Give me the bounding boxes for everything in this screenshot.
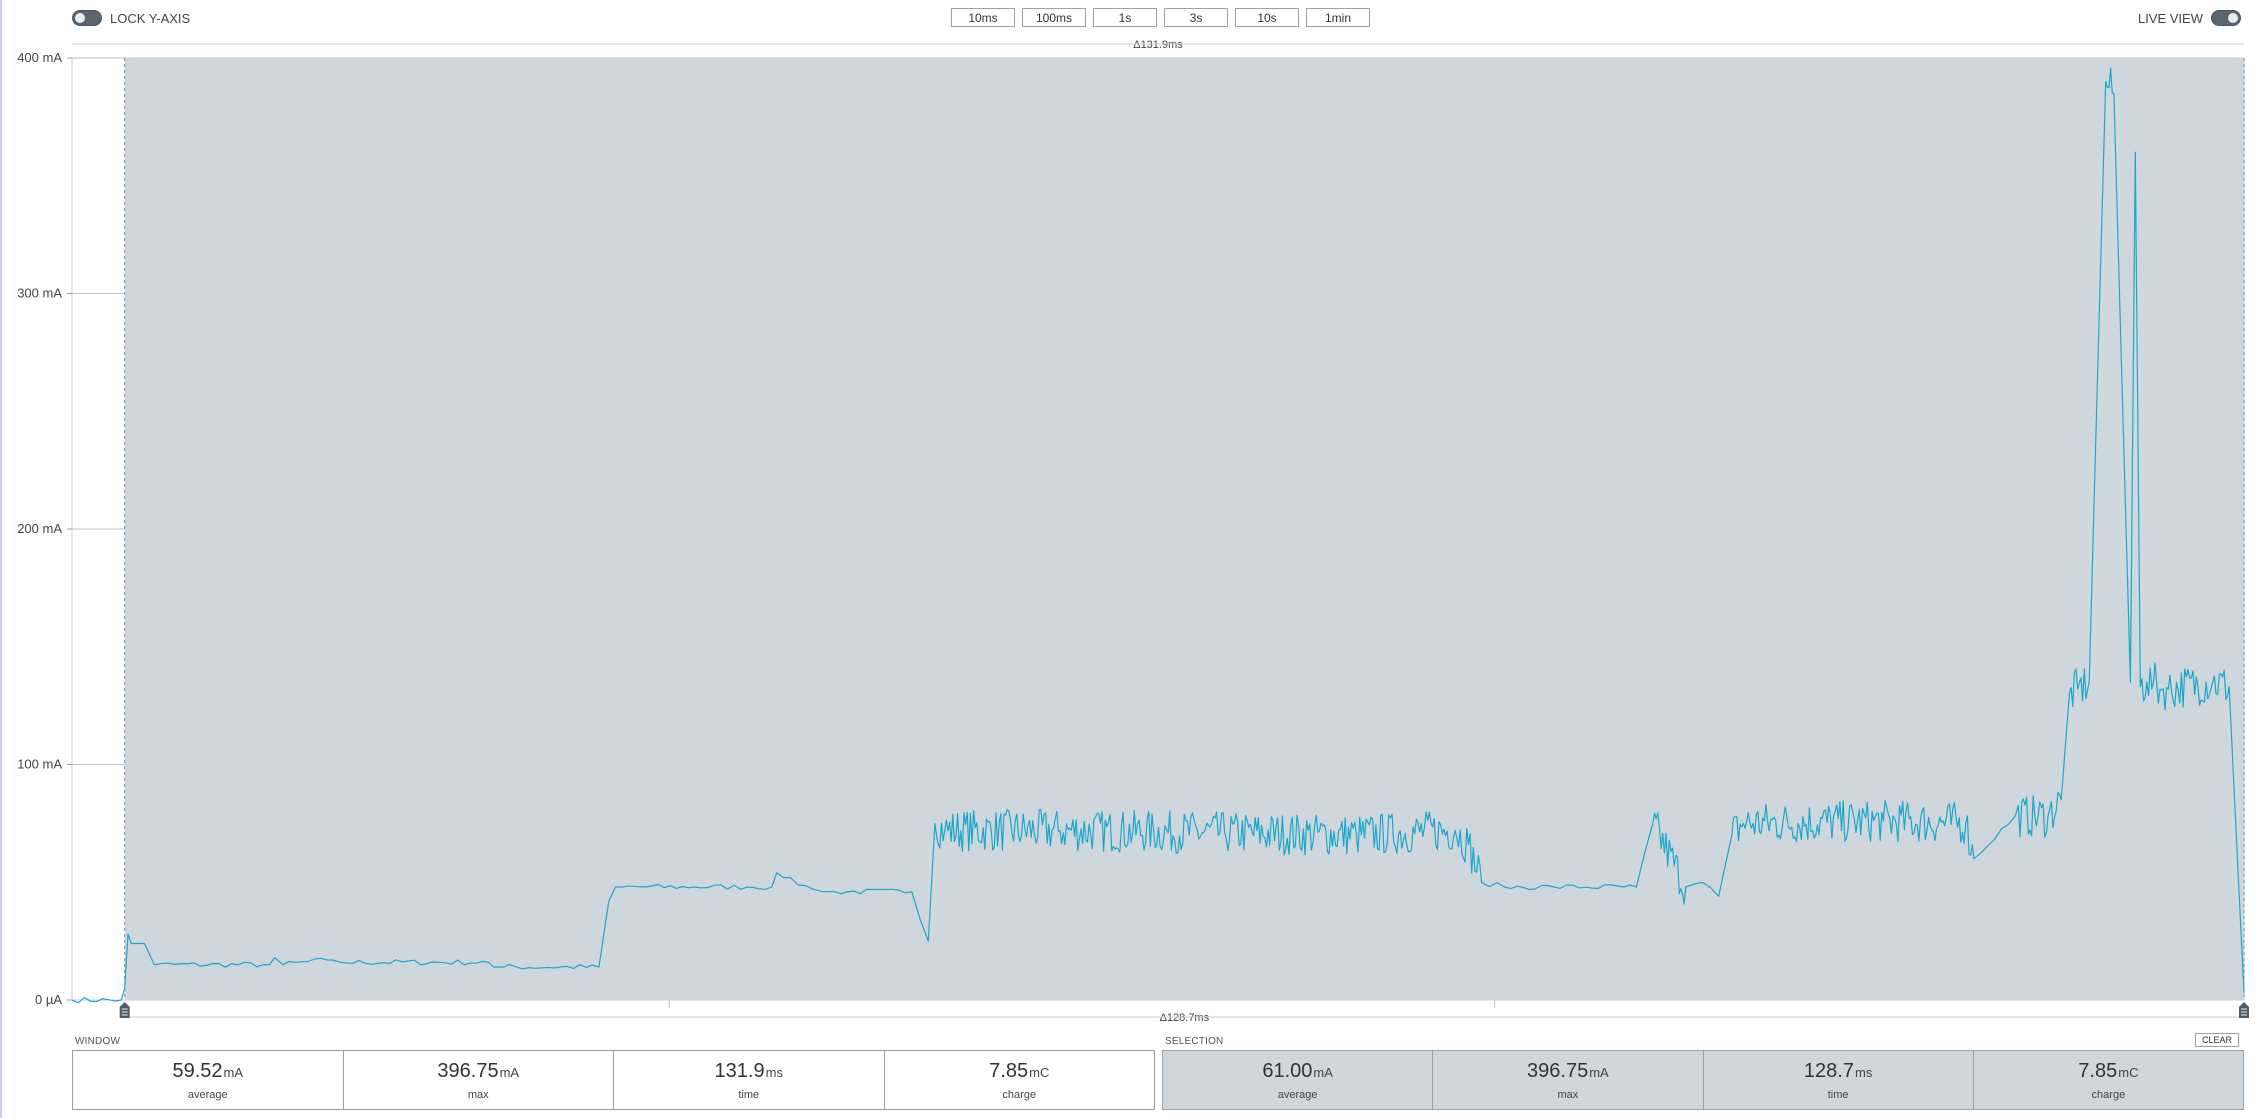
stat-unit: mA <box>499 1064 520 1080</box>
delta-top-label: Δ131.9ms <box>1133 39 1183 51</box>
stat-value: 7.85 <box>2078 1059 2118 1082</box>
live-view-control[interactable]: LIVE VIEW <box>2138 8 2241 28</box>
stat-unit: mA <box>223 1064 244 1080</box>
lock-y-axis-control[interactable]: LOCK Y-AXIS <box>72 8 190 28</box>
selection-stats-panel: 61.00 mA average 396.75 mA max 128.7 ms tim… <box>1162 1050 2244 1110</box>
window-left-border <box>0 0 2 1118</box>
stat-name: max <box>467 1088 489 1101</box>
stat-unit: mA <box>1589 1064 1609 1080</box>
stat-value: 396.75 <box>437 1059 499 1082</box>
window-average-stat: 59.52 mA average <box>73 1051 344 1109</box>
window-time-stat: 131.9 ms time <box>614 1051 885 1109</box>
zoom-1s-button[interactable]: 1s <box>1093 8 1157 27</box>
stat-unit: ms <box>765 1064 783 1080</box>
y-tick-label: 400 mA <box>17 50 62 65</box>
trace-layer <box>71 67 2245 1004</box>
window-max-stat: 396.75 mA max <box>344 1051 614 1109</box>
lock-y-axis-toggle[interactable] <box>72 10 102 26</box>
stat-name: average <box>187 1088 228 1101</box>
window-section-label: WINDOW <box>75 1036 121 1047</box>
zoom-1min-button[interactable]: 1min <box>1306 8 1370 27</box>
stat-value: 61.00 <box>1262 1059 1313 1082</box>
stat-name: average <box>1277 1088 1318 1101</box>
zoom-10s-button[interactable]: 10s <box>1235 8 1299 27</box>
selection-time-stat: 128.7 ms time <box>1704 1051 1974 1109</box>
stat-name: charge <box>1002 1088 1037 1101</box>
selection-start-handle[interactable] <box>119 1002 130 1018</box>
selection-charge-stat: 7.85 mC charge <box>1974 1051 2243 1109</box>
stat-unit: mA <box>1313 1064 1333 1080</box>
toggle-knob <box>2228 13 2238 23</box>
zoom-100ms-button[interactable]: 100ms <box>1022 8 1086 27</box>
selection-handles[interactable] <box>119 1002 2249 1018</box>
delta-bottom-label: Δ128.7ms <box>1160 1012 1210 1024</box>
zoom-3s-button[interactable]: 3s <box>1164 8 1228 27</box>
selection-max-stat: 396.75 mA max <box>1433 1051 1704 1109</box>
y-tick-label: 0 µA <box>35 992 62 1007</box>
lock-y-axis-label: LOCK Y-AXIS <box>110 10 191 26</box>
y-axis: 400 mA 300 mA 200 mA 100 mA 0 µA <box>17 50 72 1007</box>
selection-region <box>124 58 2244 1000</box>
zoom-button-group: 10ms 100ms 1s 3s 10s 1min <box>951 8 1370 27</box>
stat-value: 7.85 <box>989 1059 1029 1082</box>
window-charge-stat: 7.85 mC charge <box>885 1051 1155 1109</box>
stat-name: time <box>738 1088 760 1101</box>
stat-name: charge <box>2091 1088 2126 1101</box>
live-view-toggle[interactable] <box>2211 10 2241 26</box>
selection-end-handle[interactable] <box>2239 1002 2249 1018</box>
y-tick-label: 100 mA <box>17 757 62 772</box>
clear-selection-button[interactable]: CLEAR <box>2195 1033 2239 1047</box>
stat-value: 396.75 <box>1527 1059 1589 1082</box>
zoom-10ms-button[interactable]: 10ms <box>951 8 1015 27</box>
stat-unit: mC <box>1029 1064 1050 1080</box>
selection-section-label: SELECTION <box>1165 1036 1224 1047</box>
stat-name: max <box>1557 1088 1579 1101</box>
live-view-label: LIVE VIEW <box>2137 10 2203 26</box>
stat-value: 131.9 <box>714 1059 765 1082</box>
toggle-knob <box>75 13 85 23</box>
y-tick-label: 200 mA <box>17 521 62 536</box>
stat-value: 128.7 <box>1803 1059 1854 1082</box>
selection-average-stat: 61.00 mA average <box>1163 1051 1434 1109</box>
stat-unit: ms <box>1854 1064 1873 1080</box>
window-stats-panel: 59.52 mA average 396.75 mA max 131.9 ms tim… <box>72 1050 1155 1110</box>
stat-name: time <box>1827 1088 1849 1101</box>
current-chart[interactable]: 400 mA 300 mA 200 mA 100 mA 0 µA Δ131.9ms Δ1… <box>0 30 2261 1030</box>
delta-layer: Δ131.9ms Δ128.7ms <box>72 37 2244 1024</box>
stat-value: 59.52 <box>172 1059 223 1082</box>
current-trace-line <box>71 67 2245 1004</box>
y-tick-label: 300 mA <box>17 286 62 301</box>
selection-layer <box>124 58 2245 1000</box>
stat-unit: mC <box>2118 1064 2139 1080</box>
